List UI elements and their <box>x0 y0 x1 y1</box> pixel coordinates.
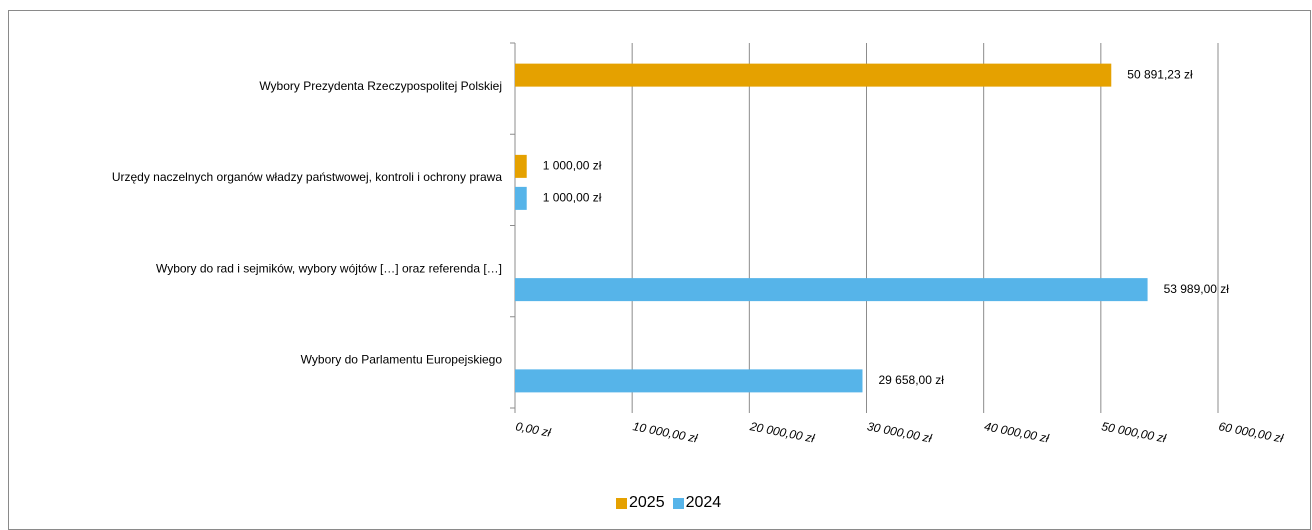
bar-2024 <box>515 186 527 210</box>
x-tick-label: 10 000,00 zł <box>632 419 699 445</box>
legend-item-2024: 2024 <box>672 494 722 512</box>
bars <box>515 63 1148 393</box>
bar-2024 <box>515 369 863 393</box>
x-tick-label: 60 000,00 zł <box>1217 419 1284 445</box>
bar-2025 <box>515 63 1112 87</box>
category-label: Urzędy naczelnych organów władzy państwo… <box>112 170 503 184</box>
x-tick-label: 50 000,00 zł <box>1100 419 1167 445</box>
x-tick-label: 20 000,00 zł <box>748 419 816 445</box>
data-label-2024: 1 000,00 zł <box>543 191 602 205</box>
x-tick-label: 40 000,00 zł <box>983 419 1050 445</box>
gridlines <box>631 43 1219 408</box>
chart-frame: 0,00 zł 10 000,00 zł 20 000,00 zł 30 000,00… <box>8 10 1311 530</box>
legend-swatch-2025 <box>616 497 627 509</box>
legend-label-2025: 2025 <box>629 494 665 511</box>
legend-label-2024: 2024 <box>685 494 722 511</box>
data-label-2024: 53 989,00 zł <box>1164 282 1230 296</box>
category-label: Wybory do rad i sejmików, wybory wójtów … <box>156 261 502 275</box>
category-label: Wybory Prezydenta Rzeczypospolitej Polsk… <box>259 79 502 93</box>
data-label-2025: 1 000,00 zł <box>543 159 602 173</box>
data-label-2025: 50 891,23 zł <box>1127 67 1193 81</box>
x-tick-label: 0,00 zł <box>514 419 552 440</box>
legend-swatch-2024 <box>672 497 684 509</box>
bar-2025 <box>515 154 527 178</box>
data-label-2024: 29 658,00 zł <box>878 373 944 387</box>
category-label: Wybory do Parlamentu Europejskiego <box>301 353 503 367</box>
labels: Wybory Prezydenta Rzeczypospolitej Polsk… <box>112 67 1229 387</box>
bar-chart: 0,00 zł 10 000,00 zł 20 000,00 zł 30 000,00… <box>112 42 1285 445</box>
x-tick-label: 30 000,00 zł <box>866 419 933 445</box>
legend: 2025 2024 <box>616 494 729 512</box>
bar-2024 <box>515 278 1148 302</box>
legend-item-2025: 2025 <box>616 494 665 512</box>
